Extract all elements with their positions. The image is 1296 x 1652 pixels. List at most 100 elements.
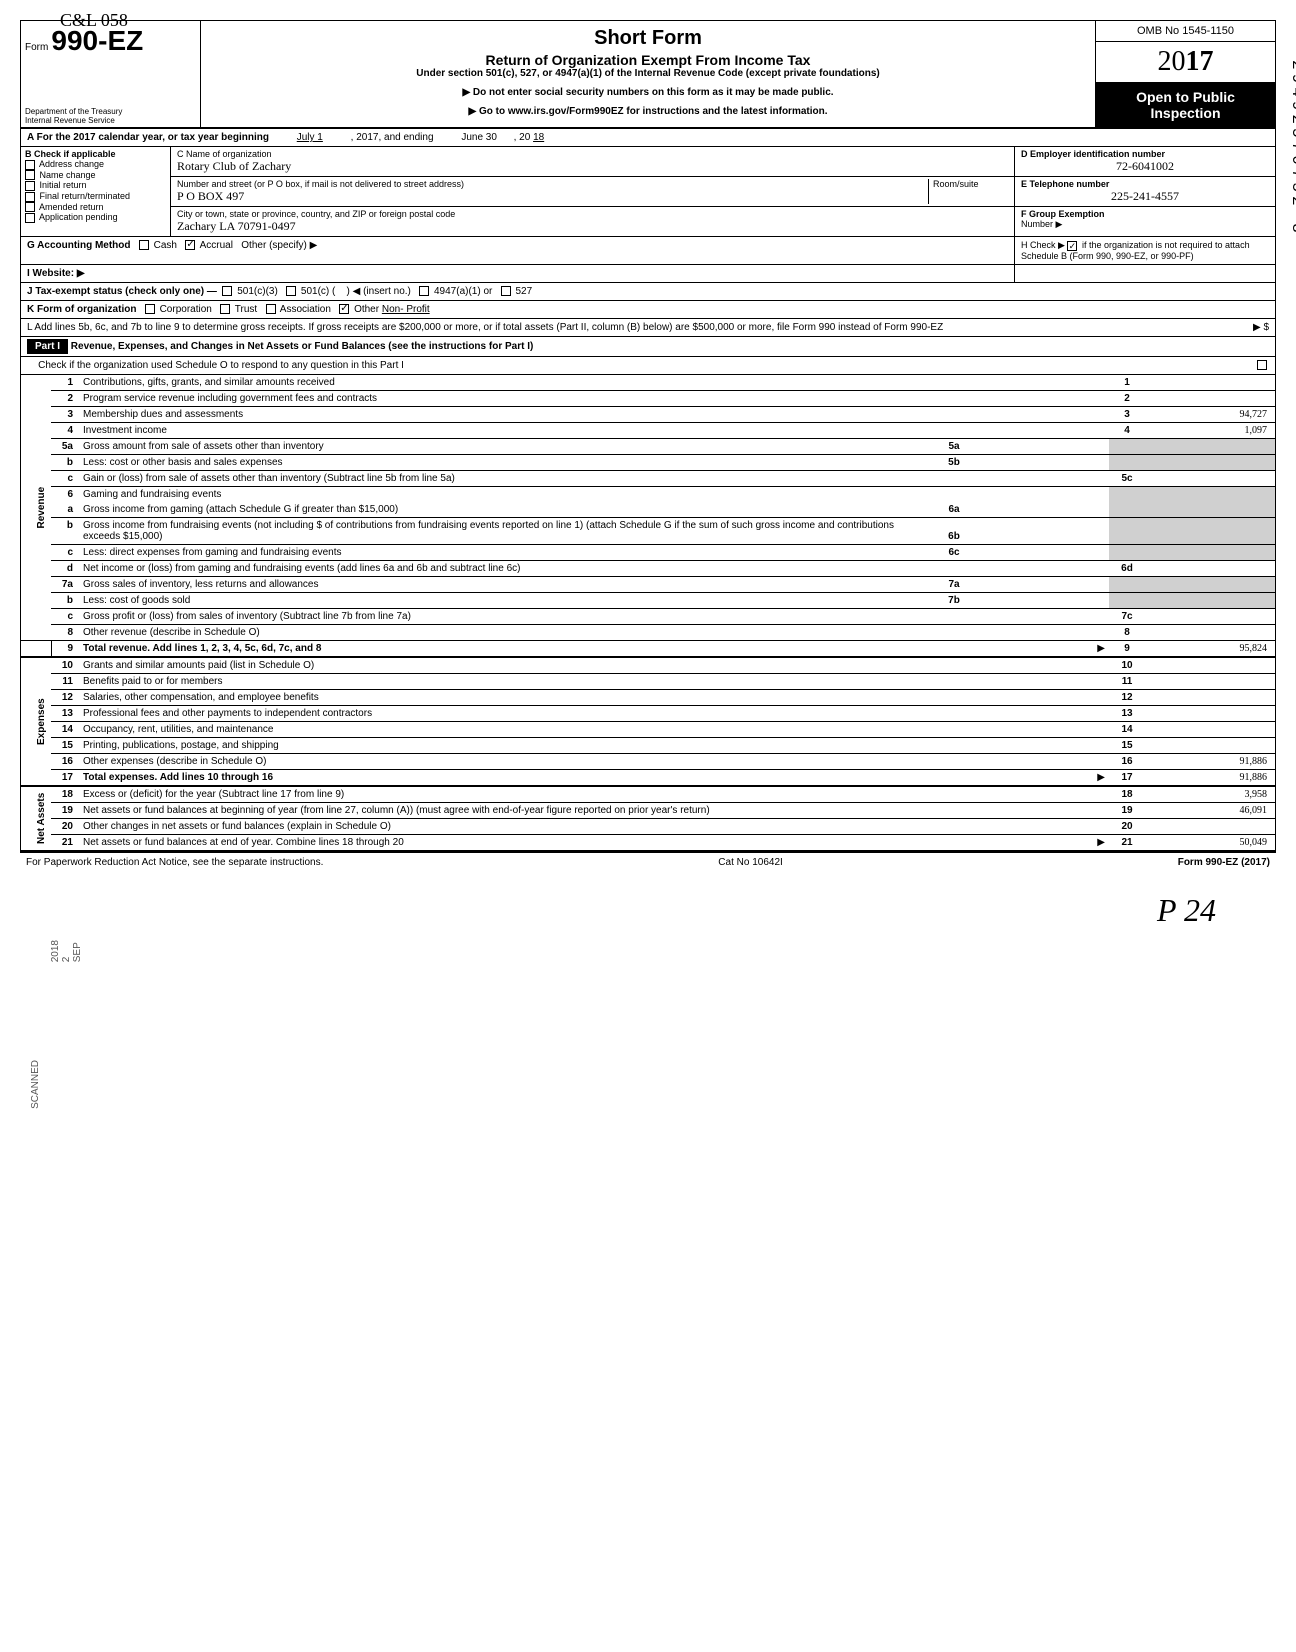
label-4947: 4947(a)(1) or (434, 286, 492, 297)
year-prefix: 20 (1158, 46, 1186, 77)
line-5a-rn (1109, 439, 1145, 455)
line-16-num: 16 (51, 754, 79, 770)
check-address[interactable] (25, 160, 35, 170)
line-2-num: 2 (51, 391, 79, 407)
label-amended: Amended return (39, 202, 104, 212)
line-6d: d Net income or (loss) from gaming and f… (21, 561, 1275, 577)
line-20: 20 Other changes in net assets or fund b… (21, 819, 1275, 835)
check-other-org[interactable] (339, 304, 349, 314)
line-5b-rn (1109, 455, 1145, 471)
line-4-rn: 4 (1109, 423, 1145, 439)
line-10-num: 10 (51, 657, 79, 674)
line-10: Expenses 10 Grants and similar amounts p… (21, 657, 1275, 674)
line-7c-amt (1145, 609, 1275, 625)
row-gh: G Accounting Method Cash Accrual Other (… (21, 237, 1275, 265)
line-10-amt (1145, 657, 1275, 674)
label-accounting-other: Other (specify) ▶ (241, 240, 317, 251)
line-6b-rn (1109, 518, 1145, 545)
line-4-desc: Investment income (83, 425, 167, 436)
line-8-desc: Other revenue (describe in Schedule O) (83, 627, 260, 638)
line-18: Net Assets 18 Excess or (deficit) for th… (21, 786, 1275, 803)
line-19-num: 19 (51, 803, 79, 819)
line-5a-num: 5a (51, 439, 79, 455)
line-19-amt: 46,091 (1145, 803, 1275, 819)
line-21-num: 21 (51, 835, 79, 852)
expenses-label: Expenses (21, 657, 51, 786)
line-9-num: 9 (51, 641, 79, 658)
lines-table: Revenue 1 Contributions, gifts, grants, … (21, 375, 1275, 852)
check-527[interactable] (501, 286, 511, 296)
other-org-value: Non- Profit (382, 304, 430, 315)
line-7a-desc: Gross sales of inventory, less returns a… (83, 579, 318, 590)
inspection-label: Inspection (1098, 105, 1273, 121)
footer-left: For Paperwork Reduction Act Notice, see … (26, 857, 323, 868)
tax-year: 2017 (1096, 42, 1275, 83)
year-end-prefix: , 20 (514, 132, 531, 143)
line-3-amt: 94,727 (1145, 407, 1275, 423)
check-cash[interactable] (139, 240, 149, 250)
label-pending: Application pending (39, 212, 118, 222)
check-initial[interactable] (25, 181, 35, 191)
line-6b-box: 6b (929, 518, 979, 545)
ein-label: D Employer identification number (1021, 149, 1165, 159)
line-15-rn: 15 (1109, 738, 1145, 754)
col-c: C Name of organization Rotary Club of Za… (171, 147, 1015, 236)
label-accrual: Accrual (200, 240, 233, 251)
check-schedule-b[interactable] (1067, 241, 1077, 251)
line-14-num: 14 (51, 722, 79, 738)
line-7c: c Gross profit or (loss) from sales of i… (21, 609, 1275, 625)
line-5b-num: b (51, 455, 79, 471)
line-2: 2 Program service revenue including gove… (21, 391, 1275, 407)
accounting-label: G Accounting Method (27, 240, 131, 251)
line-5b: b Less: cost or other basis and sales ex… (21, 455, 1275, 471)
line-10-desc: Grants and similar amounts paid (list in… (83, 660, 314, 671)
line-9-rn: 9 (1109, 641, 1145, 658)
check-accrual[interactable] (185, 240, 195, 250)
line-6a-amt (1145, 502, 1275, 518)
check-4947[interactable] (419, 286, 429, 296)
line-14-desc: Occupancy, rent, utilities, and maintena… (83, 724, 273, 735)
line-13-num: 13 (51, 706, 79, 722)
check-amended[interactable] (25, 202, 35, 212)
stamp-scanned: SCANNED (30, 1060, 41, 1109)
row-g: G Accounting Method Cash Accrual Other (… (21, 237, 1015, 264)
line-14-amt (1145, 722, 1275, 738)
line-2-rn: 2 (1109, 391, 1145, 407)
line-2-amt (1145, 391, 1275, 407)
omb-number: OMB No 1545-1150 (1096, 21, 1275, 42)
signature: P 24 (20, 872, 1276, 929)
line-7b-midval (979, 593, 1109, 609)
line-7a-midval (979, 577, 1109, 593)
line-12-num: 12 (51, 690, 79, 706)
check-trust[interactable] (220, 304, 230, 314)
line-11-desc: Benefits paid to or for members (83, 676, 223, 687)
check-pending[interactable] (25, 213, 35, 223)
check-corp[interactable] (145, 304, 155, 314)
check-assoc[interactable] (266, 304, 276, 314)
row-k: K Form of organization Corporation Trust… (21, 301, 1275, 319)
label-final: Final return/terminated (40, 191, 131, 201)
revenue-label: Revenue (21, 375, 51, 641)
open-label: Open to Public (1098, 89, 1273, 105)
line-6c-amt (1145, 545, 1275, 561)
under-section: Under section 501(c), 527, or 4947(a)(1)… (209, 68, 1087, 79)
check-schedule-o[interactable] (1257, 360, 1267, 370)
line-13-rn: 13 (1109, 706, 1145, 722)
check-name[interactable] (25, 170, 35, 180)
addr-label: Number and street (or P O box, if mail i… (177, 179, 464, 189)
check-501c3[interactable] (222, 286, 232, 296)
phone-value: 225-241-4557 (1021, 189, 1269, 204)
line-21: 21 Net assets or fund balances at end of… (21, 835, 1275, 852)
room-label: Room/suite (933, 179, 979, 189)
footer-right: Form 990-EZ (2017) (1178, 857, 1270, 868)
check-501c[interactable] (286, 286, 296, 296)
line-16-desc: Other expenses (describe in Schedule O) (83, 756, 266, 767)
phone-label: E Telephone number (1021, 179, 1109, 189)
line-7b: b Less: cost of goods sold 7b (21, 593, 1275, 609)
line-9-arrow: ▶ (1097, 643, 1105, 654)
instr-url: ▶ Go to www.irs.gov/Form990EZ for instru… (209, 106, 1087, 117)
line-6b-num: b (51, 518, 79, 545)
org-name: Rotary Club of Zachary (177, 159, 291, 173)
row-j: J Tax-exempt status (check only one) — 5… (21, 283, 1275, 301)
check-final[interactable] (25, 192, 35, 202)
